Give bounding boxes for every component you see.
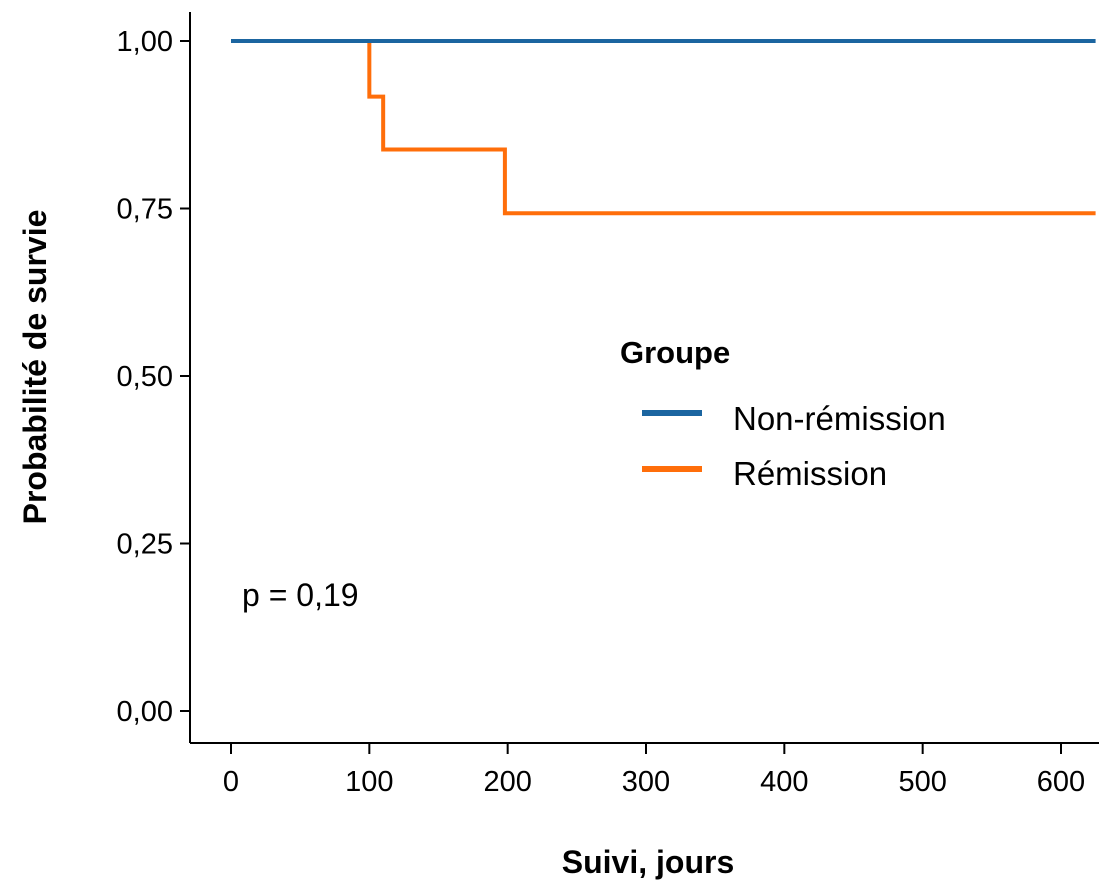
y-tick-label: 0,75	[117, 194, 173, 226]
x-tick-label: 600	[1037, 766, 1085, 798]
legend-title: Groupe	[620, 335, 730, 370]
x-axis-title: Suivi, jours	[562, 844, 734, 880]
y-tick-label: 0,50	[117, 361, 173, 393]
x-axis: 0 100 200 300 400 500 600	[190, 742, 1099, 798]
x-tick-label: 500	[898, 766, 946, 798]
legend: Groupe Non-rémission Rémission	[620, 335, 946, 492]
legend-label-non-remission: Non-rémission	[733, 400, 946, 437]
x-tick-label: 200	[483, 766, 531, 798]
x-tick-label: 400	[760, 766, 808, 798]
legend-label-remission: Rémission	[733, 455, 887, 492]
p-value-annotation: p = 0,19	[242, 577, 359, 613]
series-layer	[231, 39, 1096, 216]
series-line-remission	[231, 39, 1096, 216]
x-tick-label: 0	[223, 766, 239, 798]
y-tick-label: 1,00	[117, 26, 173, 58]
x-tick-label: 300	[622, 766, 670, 798]
y-tick-label: 0,00	[117, 696, 173, 728]
y-axis: 0,00 0,25 0,50 0,75 1,00	[117, 12, 191, 743]
y-tick-label: 0,25	[117, 529, 173, 561]
x-tick-label: 100	[345, 766, 393, 798]
y-axis-title: Probabilité de survie	[17, 210, 53, 525]
